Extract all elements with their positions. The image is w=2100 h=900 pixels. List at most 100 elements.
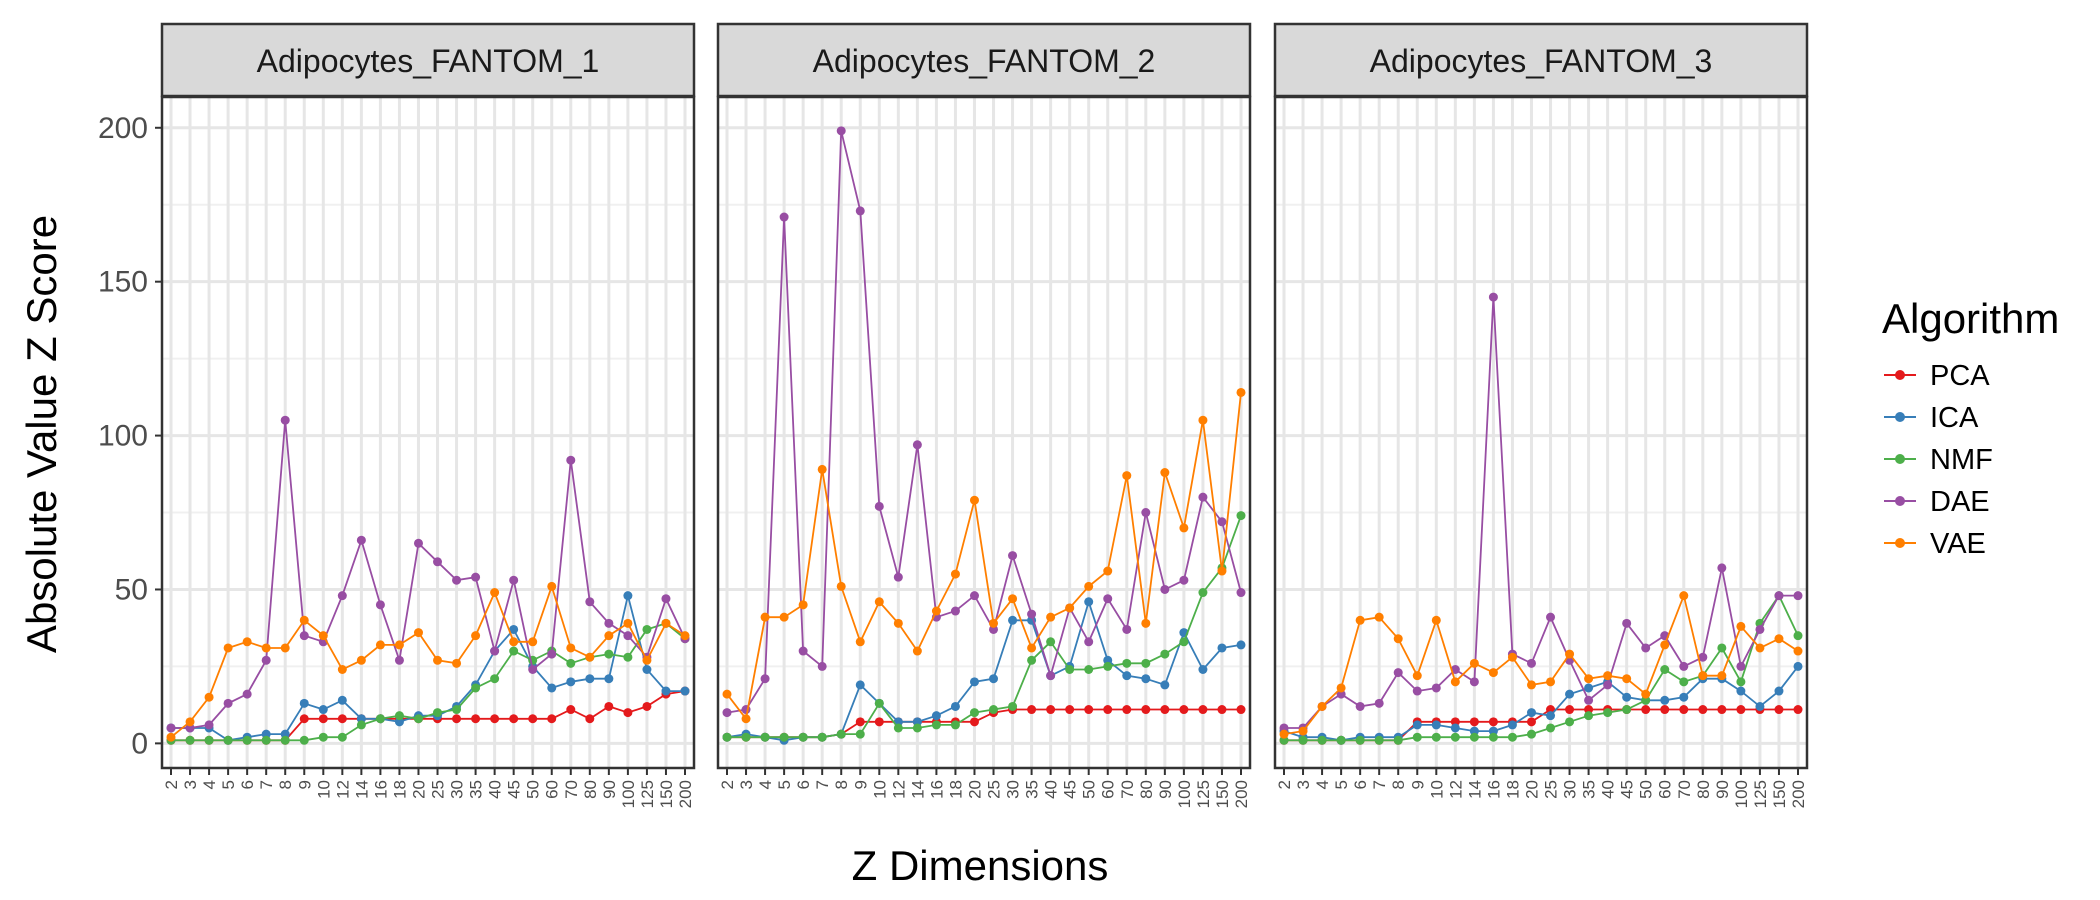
data-point: [566, 705, 576, 715]
data-point: [1027, 643, 1037, 653]
data-point: [1179, 575, 1189, 585]
x-tick-label: 4: [200, 780, 219, 789]
data-point: [623, 708, 633, 718]
data-point: [874, 717, 884, 727]
data-point: [874, 597, 884, 607]
data-point: [722, 732, 732, 742]
x-tick-label: 35: [467, 780, 486, 799]
data-point: [566, 643, 576, 653]
series-dae: [166, 415, 690, 733]
data-point: [1103, 705, 1113, 715]
data-point: [356, 714, 366, 724]
data-point: [604, 674, 614, 684]
x-tick-label: 12: [1446, 780, 1465, 799]
data-point: [893, 723, 903, 733]
data-point: [1736, 621, 1746, 631]
x-tick-label: 50: [1080, 780, 1099, 799]
x-tick-label: 2: [718, 780, 737, 789]
data-point: [817, 732, 827, 742]
x-tick-label: 9: [1408, 780, 1427, 789]
data-point: [1603, 671, 1613, 681]
data-point: [1236, 640, 1246, 650]
x-tick-label: 60: [543, 780, 562, 799]
data-point: [1393, 668, 1403, 678]
data-point: [722, 708, 732, 718]
x-tick-label: 16: [927, 780, 946, 799]
data-point: [836, 581, 846, 591]
x-tick-label: 70: [1675, 780, 1694, 799]
data-point: [1103, 655, 1113, 665]
data-point: [1084, 665, 1094, 675]
x-tick-label: 6: [238, 780, 257, 789]
data-point: [950, 701, 960, 711]
data-point: [528, 665, 538, 675]
data-point: [1179, 523, 1189, 533]
x-tick-label: 8: [1389, 780, 1408, 789]
x-tick-label: 150: [1770, 780, 1789, 808]
data-point: [989, 618, 999, 628]
data-point: [1641, 695, 1651, 705]
x-tick-label: 90: [600, 780, 619, 799]
y-tick-label: 0: [131, 727, 148, 760]
legend-label: PCA: [1930, 360, 1990, 392]
data-point: [261, 729, 271, 739]
x-tick-label: 18: [390, 780, 409, 799]
data-point: [1717, 671, 1727, 681]
data-point: [798, 646, 808, 656]
data-point: [642, 624, 652, 634]
x-tick-label: 100: [1732, 780, 1751, 808]
data-point: [242, 689, 252, 699]
series-vae: [1279, 591, 1803, 739]
x-tick-label: 7: [1370, 780, 1389, 789]
data-point: [836, 729, 846, 739]
x-tick-label: 8: [832, 780, 851, 789]
data-point: [1488, 726, 1498, 736]
data-point: [950, 720, 960, 730]
data-point: [356, 655, 366, 665]
x-tick-label: 60: [1099, 780, 1118, 799]
data-point: [1774, 705, 1784, 715]
data-point: [1160, 680, 1170, 690]
data-point: [433, 557, 443, 567]
series-vae: [722, 387, 1246, 724]
data-point: [1603, 708, 1613, 718]
data-point: [1046, 637, 1056, 647]
data-point: [1679, 692, 1689, 702]
data-point: [604, 649, 614, 659]
data-point: [1355, 615, 1365, 625]
data-point: [375, 600, 385, 610]
data-point: [1008, 701, 1018, 711]
x-tick-label: 10: [1427, 780, 1446, 799]
data-point: [1374, 612, 1384, 622]
data-point: [566, 677, 576, 687]
x-tick-label: 100: [1175, 780, 1194, 808]
legend-item-vae: VAE: [1884, 528, 1986, 560]
data-point: [185, 723, 195, 733]
data-point: [337, 591, 347, 601]
data-point: [509, 646, 519, 656]
data-point: [204, 692, 214, 702]
x-tick-label: 20: [966, 780, 985, 799]
x-tick-label: 20: [1523, 780, 1542, 799]
strip-label: Adipocytes_FANTOM_3: [1370, 43, 1713, 79]
data-point: [223, 643, 233, 653]
data-point: [642, 665, 652, 675]
data-point: [779, 212, 789, 222]
x-tick-label: 45: [1618, 780, 1637, 799]
data-point: [1469, 677, 1479, 687]
data-point: [1412, 671, 1422, 681]
series-vae: [166, 581, 690, 742]
series-line: [1284, 297, 1798, 729]
x-tick-label: 9: [295, 780, 314, 789]
data-point: [969, 677, 979, 687]
data-point: [912, 440, 922, 450]
data-point: [604, 618, 614, 628]
data-point: [741, 714, 751, 724]
data-point: [893, 618, 903, 628]
legend-item-dae: DAE: [1884, 486, 1990, 518]
x-tick-label: 70: [562, 780, 581, 799]
data-point: [1236, 588, 1246, 598]
data-point: [1546, 612, 1556, 622]
data-point: [375, 640, 385, 650]
